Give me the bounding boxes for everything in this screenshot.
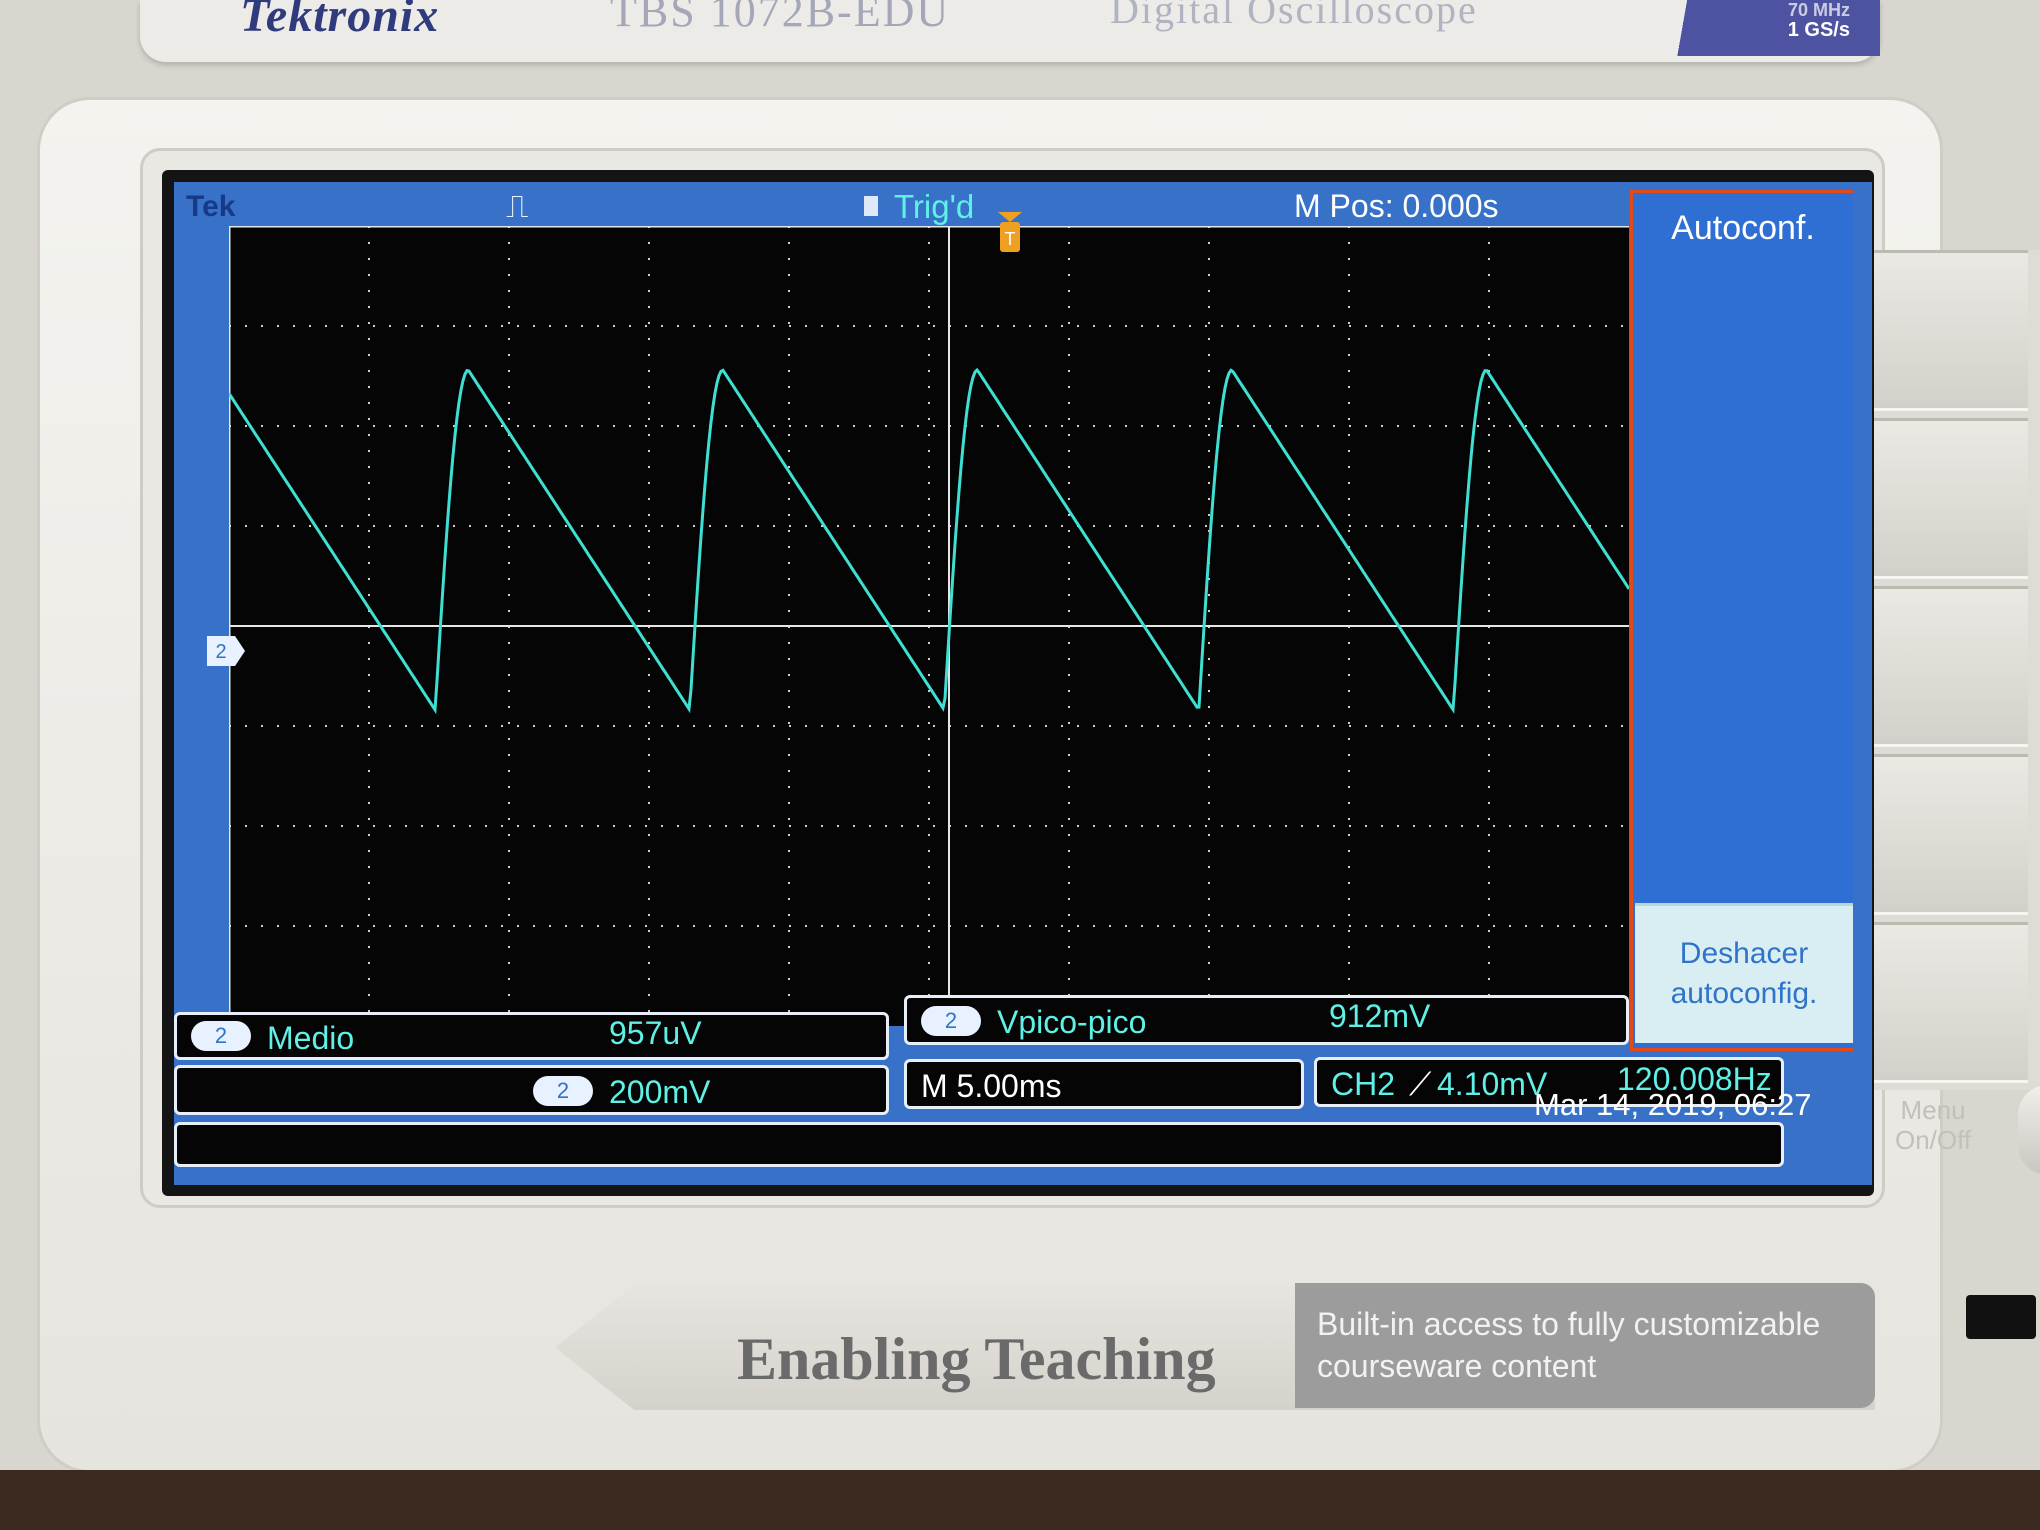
horizontal-position: M Pos: 0.000s — [1294, 188, 1499, 224]
top-bezel: Tektronix TBS 1072B-EDU Digital Oscillos… — [140, 0, 1880, 62]
option-button-5[interactable] — [1868, 922, 2028, 1083]
option-button-3[interactable] — [1868, 586, 2028, 747]
spec-badge: 70 MHz 1 GS/s — [1630, 0, 1880, 56]
sample-rate-label: 1 GS/s — [1787, 19, 1850, 41]
scope-display: Tek ⎍ Trig'd M Pos: 0.000s T 2 Autoconf.… — [174, 182, 1872, 1185]
menu-label-line1: Menu — [1900, 1095, 1966, 1125]
trigger-position-marker: T — [998, 212, 1022, 252]
trigger-frequency: 120.008Hz — [1617, 1061, 1772, 1097]
undo-option-line2: autoconfig. — [1670, 977, 1818, 1010]
channel-scale-value: 200mV — [609, 1074, 711, 1110]
brand-logo: Tektronix — [240, 0, 440, 42]
undo-autoconfig-option[interactable]: Deshacer autoconfig. — [1635, 903, 1853, 1043]
channel-2-trace — [229, 367, 1629, 715]
courseware-line2: courseware content — [1317, 1348, 1597, 1384]
measurement-2-name: Vpico-pico — [997, 1004, 1147, 1040]
option-button-2[interactable] — [1868, 418, 2028, 579]
status-bar: Tek ⎍ Trig'd M Pos: 0.000s — [174, 182, 1634, 226]
readout-area: 2 Medio 957uV 2 Vpico-pico 912mV 2 200mV… — [174, 995, 1872, 1187]
side-menu-title: Autoconf. — [1671, 209, 1815, 247]
model-label: TBS 1072B-EDU — [610, 0, 951, 36]
autoconf-side-menu: Autoconf. Deshacer autoconfig. — [1630, 190, 1853, 1051]
bandwidth-label: 70 MHz — [1787, 0, 1850, 20]
slogan: Enabling Teaching — [737, 1326, 1216, 1392]
trigger-marker-text: T — [1005, 229, 1016, 249]
measurement-1: 2 Medio 957uV — [174, 1012, 889, 1060]
trigger-status: Trig'd — [894, 188, 975, 225]
measurement-1-value: 957uV — [609, 1015, 702, 1051]
option-button-4[interactable] — [1868, 754, 2028, 915]
device-type-label: Digital Oscilloscope — [1110, 0, 1478, 32]
trigger-status-icon — [864, 196, 878, 216]
measurement-1-channel: 2 — [191, 1021, 251, 1051]
courseware-description: Built-in access to fully customizable co… — [1317, 1303, 1820, 1387]
measurement-2-value: 912mV — [1329, 998, 1431, 1034]
waveform-graticule — [229, 226, 1629, 1026]
trigger-readout: CH2 ⟋ 4.10mV — [1314, 1057, 1784, 1107]
channel-marker-text: 2 — [215, 641, 226, 663]
option-buttons-column — [1868, 250, 2040, 1090]
date-time: Mar 14, 2019, 06:27 — [1534, 1087, 1812, 1122]
timebase-value: M 5.00ms — [921, 1068, 1062, 1104]
menu-on-off-button[interactable] — [2018, 1085, 2040, 1175]
trigger-slope-icon: ⟋ — [1409, 1066, 1432, 1102]
courseware-box: Built-in access to fully customizable co… — [1295, 1283, 1875, 1408]
undo-option-line1: Deshacer — [1679, 937, 1809, 970]
measurement-1-name: Medio — [267, 1020, 355, 1056]
menu-on-off-label: Menu On/Off — [1895, 1095, 1971, 1155]
tek-logo: Tek — [186, 190, 236, 223]
measurement-2: 2 Vpico-pico 912mV — [904, 995, 1629, 1045]
message-line — [174, 1122, 1784, 1167]
table-edge — [0, 1470, 2040, 1530]
timebase-readout: M 5.00ms — [904, 1059, 1304, 1109]
channel-scale-readout: 2 200mV — [174, 1065, 889, 1115]
acquisition-icon: ⎍ — [506, 188, 529, 224]
channel-scale-channel: 2 — [533, 1076, 593, 1106]
usb-port — [1966, 1295, 2036, 1339]
menu-label-line2: On/Off — [1895, 1125, 1972, 1155]
channel-2-ground-marker: 2 — [207, 636, 245, 666]
option-button-1[interactable] — [1868, 250, 2028, 411]
courseware-line1: Built-in access to fully customizable — [1317, 1306, 1821, 1342]
trigger-level: 4.10mV — [1437, 1066, 1548, 1102]
trigger-source: CH2 — [1331, 1066, 1396, 1102]
measurement-2-channel: 2 — [921, 1006, 981, 1036]
